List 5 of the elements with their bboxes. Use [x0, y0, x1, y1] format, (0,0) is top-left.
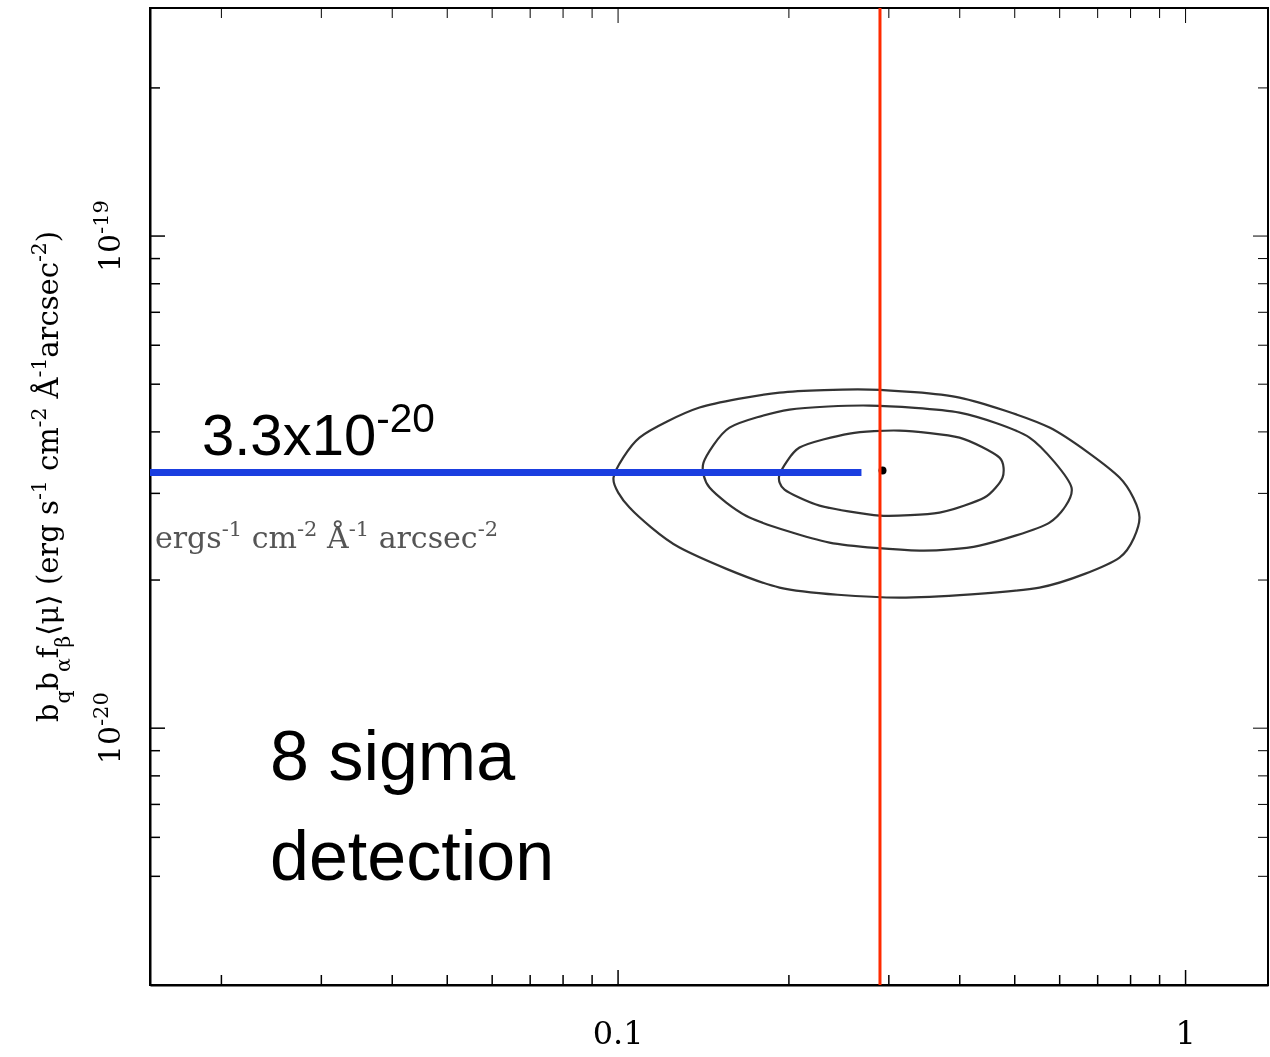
x-tick-label: 1 [1175, 1013, 1196, 1052]
annotation: 3.3x10$^{-20}$ [202, 395, 435, 467]
annotation: 8 sigma detection [270, 717, 555, 896]
annotation: ergs$^{-1}$ cm$^{-2}$ Å$^{-1}$ arcsec$^{-2}$ [155, 517, 499, 555]
x-tick-label: 0.1 [592, 1013, 644, 1052]
